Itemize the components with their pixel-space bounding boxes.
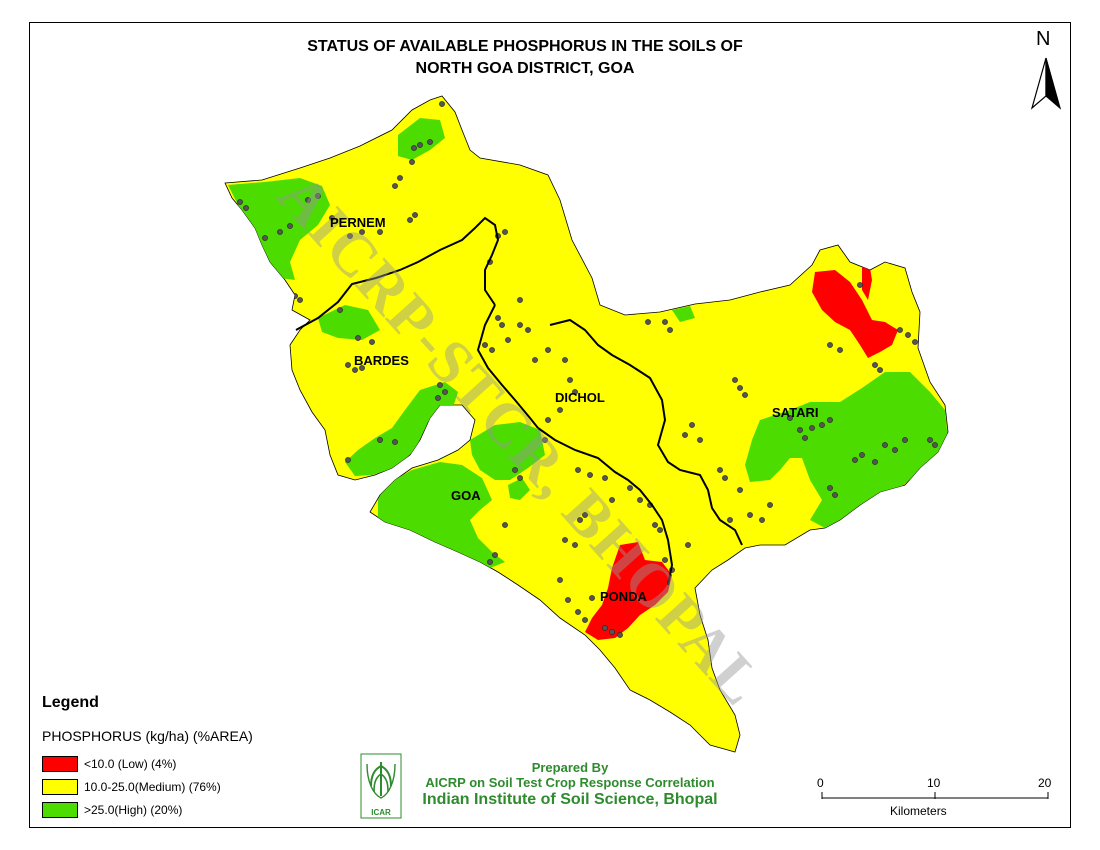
credits-institute: Indian Institute of Soil Science, Bhopal xyxy=(422,791,718,808)
credits-prepared-by: Prepared By xyxy=(531,760,609,775)
title-line-1: STATUS OF AVAILABLE PHOSPHORUS IN THE SO… xyxy=(307,38,743,55)
scale-tick-20: 20 xyxy=(1038,776,1052,790)
taluka-label-dichol: DICHOL xyxy=(555,390,605,405)
taluka-label-satari: SATARI xyxy=(772,405,819,420)
medium-phosphorus-area xyxy=(224,95,949,753)
legend-label-medium: 10.0-25.0(Medium) (76%) xyxy=(84,779,221,794)
taluka-label-ponda: PONDA xyxy=(600,589,647,604)
legend-label-high: >25.0(High) (20%) xyxy=(84,802,183,817)
taluka-boundaries xyxy=(295,216,743,586)
legend-swatch-medium xyxy=(42,778,78,795)
scale-bar: 0 10 20 Kilometers xyxy=(812,772,1062,822)
credits-block: ICAR Prepared By AICRP on Soil Test Crop… xyxy=(355,752,735,822)
legend-item-low: <10.0 (Low) (4%) xyxy=(42,752,342,775)
north-label: N xyxy=(1036,28,1051,50)
taluka-label-pernem: PERNEM xyxy=(330,215,386,230)
logo-text: ICAR xyxy=(371,808,391,817)
legend: Legend PHOSPHORUS (kg/ha) (%AREA) <10.0 … xyxy=(42,694,342,821)
scale-unit: Kilometers xyxy=(890,804,947,818)
high-phosphorus-areas xyxy=(228,118,948,568)
taluka-label-bardes: BARDES xyxy=(354,353,409,368)
credits-text: Prepared By AICRP on Soil Test Crop Resp… xyxy=(405,760,735,809)
scale-bar-line xyxy=(821,792,1049,799)
taluka-label-goa: GOA xyxy=(451,488,481,503)
legend-item-medium: 10.0-25.0(Medium) (76%) xyxy=(42,775,342,798)
title-line-2: NORTH GOA DISTRICT, GOA xyxy=(415,60,635,77)
scale-tick-0: 0 xyxy=(817,776,824,790)
low-phosphorus-areas xyxy=(585,265,898,640)
map-title: STATUS OF AVAILABLE PHOSPHORUS IN THE SO… xyxy=(240,36,810,80)
legend-label-low: <10.0 (Low) (4%) xyxy=(84,756,177,771)
legend-swatch-low xyxy=(42,755,78,772)
legend-swatch-high xyxy=(42,801,78,818)
icar-logo-icon: ICAR xyxy=(360,753,402,819)
legend-item-high: >25.0(High) (20%) xyxy=(42,798,342,821)
north-arrow-icon xyxy=(1030,57,1062,110)
scale-tick-10: 10 xyxy=(927,776,941,790)
credits-project: AICRP on Soil Test Crop Response Correla… xyxy=(425,775,715,790)
map-frame xyxy=(29,22,1071,828)
legend-title: Legend xyxy=(42,694,99,711)
legend-subtitle: PHOSPHORUS (kg/ha) (%AREA) xyxy=(42,728,253,744)
